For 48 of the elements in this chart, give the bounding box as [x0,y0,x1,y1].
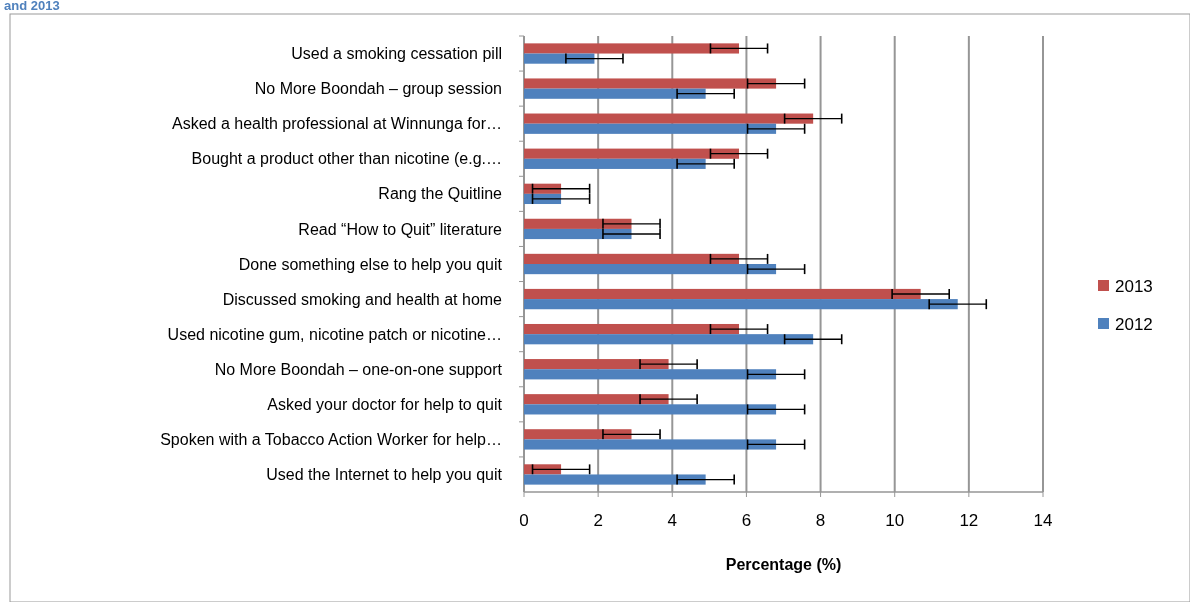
bar [524,394,669,405]
y-tick-label: Used the Internet to help you quit [266,466,503,484]
x-tick-label: 2 [593,511,603,530]
bar [524,228,632,240]
bar [524,264,777,275]
y-tick-label: Rang the Quitline [378,185,503,203]
bar [524,53,595,64]
y-tick-label: No More Boondah – group session [254,80,502,98]
bar [524,148,740,159]
y-tick-label: Bought a product other than nicotine (e.g.… [191,150,502,168]
x-tick-label: 4 [667,511,678,530]
y-tick-label: Read “How to Quit” literature [298,220,503,238]
bar [524,253,740,264]
y-tick-label: Done something else to help you quit [238,255,503,273]
bar [524,288,921,300]
bar [524,404,777,415]
bar [524,439,777,450]
text: and 2013 [4,0,60,13]
x-tick-label: 6 [741,511,752,530]
bar [524,113,814,124]
bar [524,218,632,229]
y-tick-label: Spoken with a Tobacco Action Worker for help… [160,430,502,448]
y-tick-label: Used nicotine gum, nicotine patch or nicotine… [167,325,502,343]
y-tick-label: Used a smoking cessation pill [291,45,502,63]
x-tick-label: 0 [519,511,529,530]
x-tick-label: 14 [1033,511,1053,530]
bar [524,78,777,89]
x-tick-label: 8 [815,511,826,530]
y-tick-label: No More Boondah – one-on-one support [214,360,503,378]
bar [524,158,706,169]
x-axis-title: Percentage (%) [725,556,842,573]
bar [524,299,958,310]
bar [524,88,706,99]
bar [524,123,777,134]
bar [524,474,706,485]
legend-label: 2012 [1115,314,1153,334]
bar [524,334,814,345]
y-tick-label: Asked a health professional at Winnunga for… [172,115,502,133]
x-tick-label: 12 [959,511,979,530]
legend-label: 2013 [1115,276,1153,296]
x-tick-label: 10 [885,511,905,530]
bar [524,429,632,440]
bar [524,43,740,54]
y-tick-label: Discussed smoking and health at home [222,290,503,308]
bar [524,323,740,335]
y-tick-label: Asked your doctor for help to quit [267,395,503,413]
bar [524,369,777,380]
bar [524,359,669,370]
